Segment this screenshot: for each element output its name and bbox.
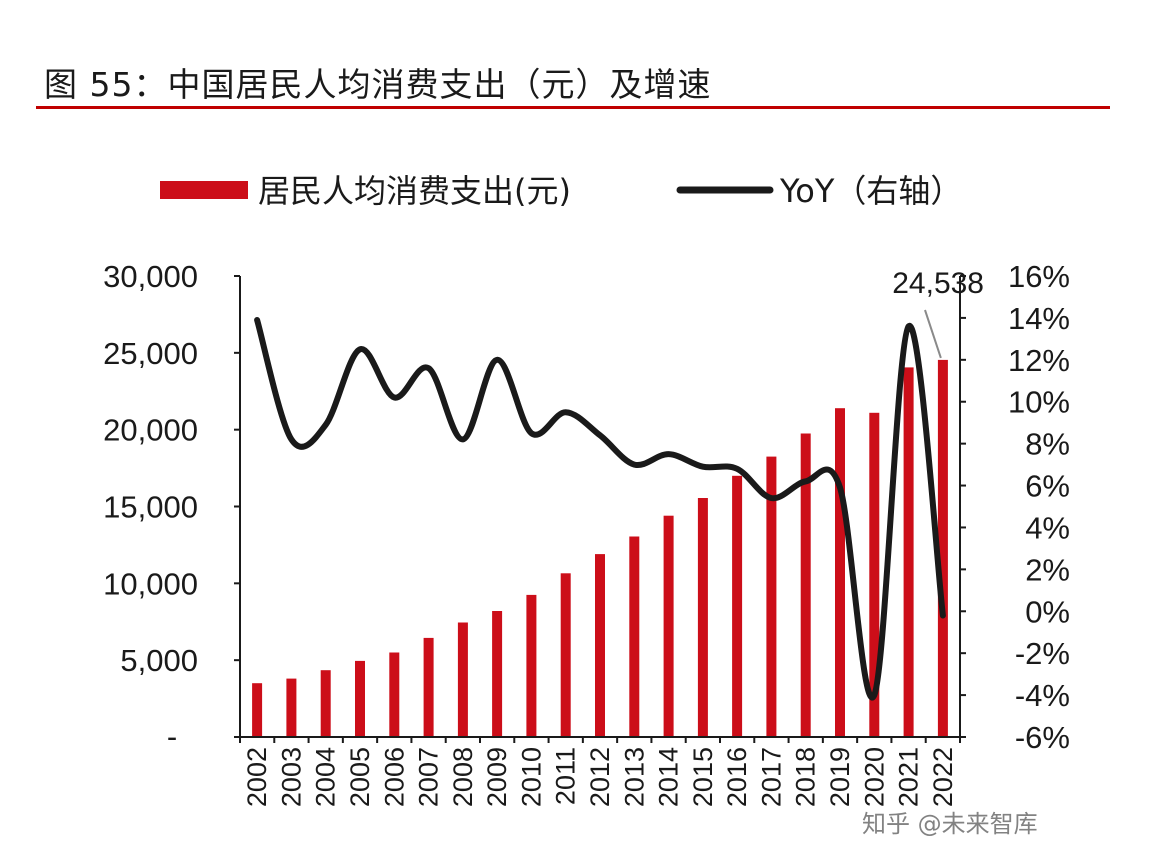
bar-2003	[286, 678, 297, 737]
bar-2004	[320, 670, 331, 737]
y-left-tick-label: 25,000	[103, 336, 198, 371]
bar-2020	[869, 412, 880, 737]
chart-title: 图 55：中国居民人均消费支出（元）及增速	[44, 65, 712, 104]
legend-swatch-bar	[160, 181, 248, 199]
x-tick-label-2022: 2022	[928, 747, 958, 807]
x-tick-label-2009: 2009	[482, 747, 512, 807]
y-right-tick-label: -6%	[1015, 720, 1070, 755]
y-axis-right-ticks: -6% -4% -2% 0% 2% 4% 6% 8% 10% 12% 14% 16%	[1008, 259, 1070, 755]
bar-2019	[835, 408, 845, 737]
bar-2002	[252, 683, 263, 737]
yoy-line	[254, 317, 946, 701]
bar-2006	[389, 652, 400, 737]
legend: 居民人均消费支出(元) YoY（右轴）	[160, 172, 962, 210]
y-right-tick-label: 12%	[1008, 343, 1070, 378]
x-tick-label-2013: 2013	[619, 747, 649, 807]
x-axis-ticks: 2002 2003 2004 2005 2006 2007 2008 2009 2010 2011…	[242, 747, 958, 807]
y-left-tick-label: 15,000	[103, 490, 198, 525]
y-axis-left-ticks: - 5,000 10,000 15,000 20,000 25,000 30,000	[103, 259, 198, 754]
x-tick-label-2005: 2005	[345, 747, 375, 807]
bar-2012	[595, 554, 605, 737]
y-right-tick-label: 4%	[1025, 510, 1070, 545]
annotation-label: 24,538	[892, 267, 984, 300]
x-tick-label-2016: 2016	[722, 747, 752, 807]
x-tick-label-2019: 2019	[825, 747, 855, 807]
bar-2016	[732, 475, 743, 737]
y-right-tick-label: 8%	[1025, 427, 1070, 462]
x-tick-label-2017: 2017	[756, 747, 786, 807]
y-left-tick-label: 5,000	[120, 643, 198, 678]
x-tick-label-2007: 2007	[414, 747, 444, 807]
bar-2021	[903, 367, 914, 737]
watermark: 知乎 @未来智库	[862, 810, 1038, 838]
title-rule	[36, 106, 1110, 109]
x-tick-label-2008: 2008	[448, 747, 478, 807]
bar-2005	[355, 660, 365, 737]
bar-2022	[937, 359, 948, 737]
bars	[252, 359, 948, 737]
y-right-tick-label: -2%	[1015, 636, 1070, 671]
bar-2008	[457, 622, 468, 737]
y-left-tick-label: -	[167, 719, 177, 754]
y-right-tick-label: 16%	[1008, 259, 1070, 294]
bar-2007	[423, 637, 434, 737]
x-tick-label-2018: 2018	[791, 747, 821, 807]
bar-2014	[663, 515, 674, 737]
y-left-tick-label: 10,000	[103, 566, 198, 601]
legend-label-bar: 居民人均消费支出(元)	[258, 172, 571, 210]
x-tick-label-2011: 2011	[551, 747, 581, 805]
x-tick-label-2012: 2012	[585, 747, 615, 807]
y-right-tick-label: -4%	[1015, 678, 1070, 713]
legend-label-line: YoY（右轴）	[779, 172, 962, 210]
y-right-tick-label: 14%	[1008, 301, 1070, 336]
x-tick-label-2002: 2002	[242, 747, 272, 807]
y-left-tick-label: 20,000	[103, 413, 198, 448]
y-right-tick-label: 0%	[1025, 594, 1070, 629]
x-tick-label-2014: 2014	[654, 747, 684, 807]
y-right-tick-label: 10%	[1008, 385, 1070, 420]
annotation: 24,538	[892, 267, 984, 359]
annotation-leader	[924, 309, 942, 359]
axes	[234, 275, 966, 743]
x-tick-label-2021: 2021	[894, 747, 924, 807]
y-left-tick-label: 30,000	[103, 259, 198, 294]
y-right-tick-label: 2%	[1025, 552, 1070, 587]
x-tick-label-2003: 2003	[276, 747, 306, 807]
bar-2009	[492, 611, 503, 737]
bar-2011	[560, 573, 571, 737]
bar-2015	[697, 498, 708, 737]
x-tick-label-2006: 2006	[379, 747, 409, 807]
x-tick-label-2015: 2015	[688, 747, 718, 807]
y-right-tick-label: 6%	[1025, 469, 1070, 504]
bar-2018	[800, 433, 811, 737]
yoy-line-path	[254, 317, 946, 701]
x-tick-label-2004: 2004	[311, 747, 341, 807]
bar-2017	[766, 456, 777, 737]
bar-2010	[526, 594, 537, 737]
x-tick-label-2020: 2020	[859, 747, 889, 807]
x-tick-label-2010: 2010	[516, 747, 546, 807]
bar-2013	[629, 536, 640, 737]
